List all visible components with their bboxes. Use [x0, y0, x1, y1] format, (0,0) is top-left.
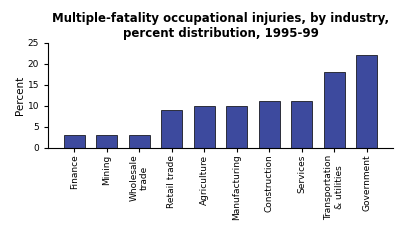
Bar	[259, 101, 280, 148]
Bar	[324, 72, 345, 148]
Bar	[356, 55, 377, 148]
Bar	[64, 135, 85, 148]
Y-axis label: Percent: Percent	[15, 76, 25, 115]
Bar	[226, 106, 247, 148]
Bar	[291, 101, 312, 148]
Bar	[161, 110, 182, 148]
Bar	[129, 135, 150, 148]
Bar	[96, 135, 117, 148]
Bar	[194, 106, 215, 148]
Title: Multiple-fatality occupational injuries, by industry,
percent distribution, 1995: Multiple-fatality occupational injuries,…	[52, 12, 389, 40]
